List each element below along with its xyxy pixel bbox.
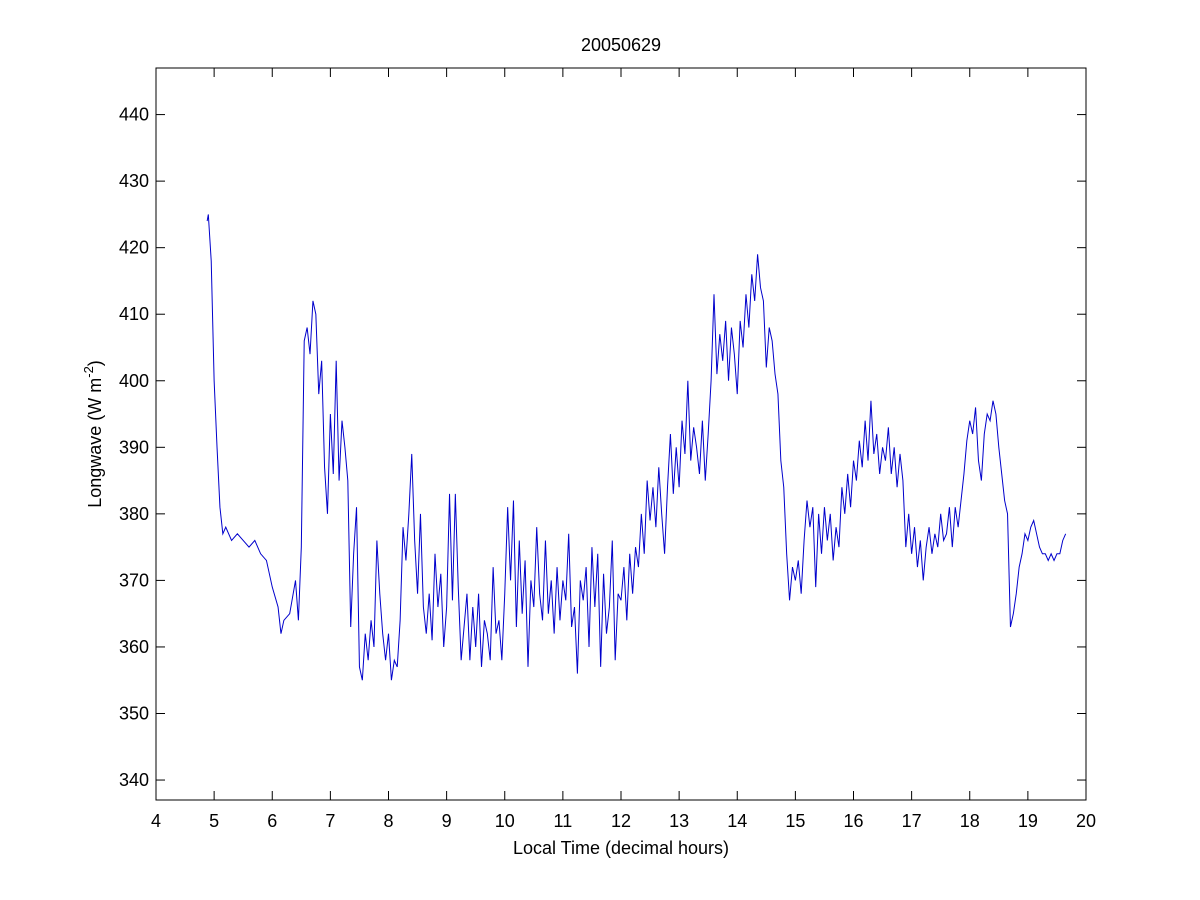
y-tick-label: 370	[119, 570, 149, 590]
x-tick-label: 19	[1018, 811, 1038, 831]
x-tick-label: 15	[785, 811, 805, 831]
y-tick-label: 420	[119, 238, 149, 258]
x-tick-label: 18	[960, 811, 980, 831]
y-tick-label: 440	[119, 105, 149, 125]
y-axis-label-end: )	[85, 360, 105, 366]
x-tick-label: 7	[325, 811, 335, 831]
data-line	[206, 214, 1067, 681]
x-tick-label: 14	[727, 811, 747, 831]
y-tick-label: 360	[119, 637, 149, 657]
y-tick-label: 430	[119, 171, 149, 191]
x-tick-label: 8	[383, 811, 393, 831]
x-tick-label: 12	[611, 811, 631, 831]
x-tick-label: 5	[209, 811, 219, 831]
x-tick-label: 9	[442, 811, 452, 831]
x-tick-label: 20	[1076, 811, 1096, 831]
y-tick-label: 410	[119, 304, 149, 324]
chart-title: 20050629	[581, 35, 661, 55]
y-axis-label-sup: -2	[81, 366, 96, 378]
y-tick-label: 350	[119, 703, 149, 723]
y-tick-label: 380	[119, 504, 149, 524]
y-axis-label: Longwave (W m-2)	[81, 360, 105, 508]
x-tick-label: 10	[495, 811, 515, 831]
x-tick-label: 17	[902, 811, 922, 831]
x-tick-label: 11	[554, 811, 573, 831]
y-tick-label: 400	[119, 371, 149, 391]
x-tick-label: 16	[843, 811, 863, 831]
x-tick-label: 13	[669, 811, 689, 831]
x-tick-label: 4	[151, 811, 161, 831]
y-tick-label: 390	[119, 437, 149, 457]
x-tick-label: 6	[267, 811, 277, 831]
plot-frame	[155, 67, 1087, 801]
y-tick-label: 340	[119, 770, 149, 790]
x-axis-label: Local Time (decimal hours)	[513, 838, 729, 858]
y-axis-label-main: Longwave (W m	[85, 378, 105, 508]
